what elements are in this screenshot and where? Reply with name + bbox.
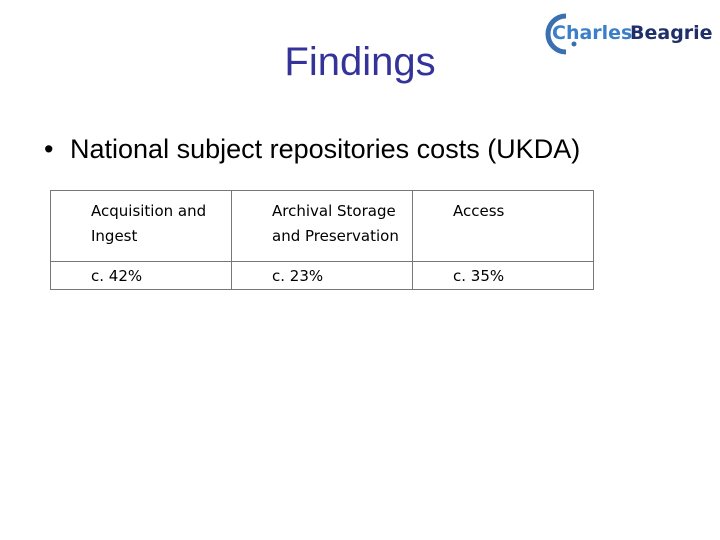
logo-dot (571, 41, 577, 47)
bullet-dot: • (44, 134, 54, 164)
table-row: c. 42% c. 23% c. 35% (50, 261, 594, 290)
slide-title: Findings (284, 40, 436, 84)
table-header-row: Acquisition and Ingest Archival Storage … (50, 190, 594, 262)
cost-table: Acquisition and Ingest Archival Storage … (50, 190, 594, 290)
table-cell: c. 35% (412, 261, 594, 290)
table-cell: c. 42% (50, 261, 232, 290)
logo-second: Beagrie (630, 22, 712, 44)
logo: Charles Beagrie (545, 13, 712, 55)
bullet-item: • National subject repositories costs (UK… (44, 134, 580, 165)
table-cell: c. 23% (231, 261, 413, 290)
logo-first: Charles (552, 22, 632, 44)
table-cell: Archival Storage and Preservation (231, 190, 413, 262)
table-cell: Acquisition and Ingest (50, 190, 232, 262)
logo-arc (545, 13, 567, 55)
table-cell: Access (412, 190, 594, 262)
bullet-text: National subject repositories costs (UKD… (70, 134, 581, 164)
